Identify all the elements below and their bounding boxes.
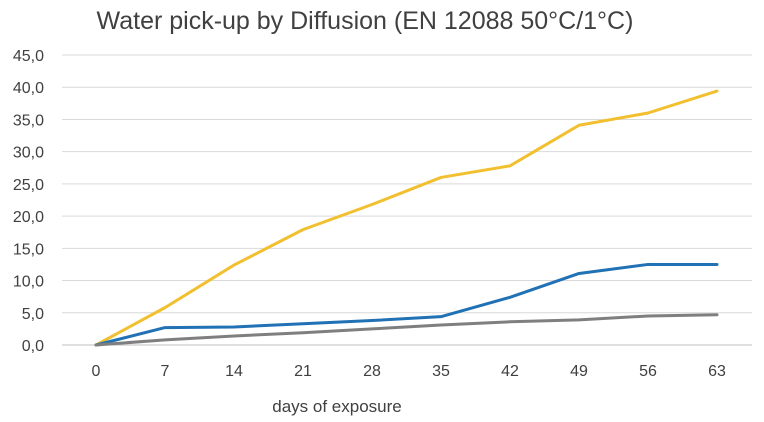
x-tick-label: 49 — [570, 363, 588, 380]
x-tick-label: 35 — [432, 363, 450, 380]
x-axis-title: days of exposure — [272, 397, 402, 416]
y-tick-label: 5,0 — [22, 306, 44, 323]
y-tick-label: 0,0 — [22, 338, 44, 355]
x-tick-label: 56 — [639, 363, 657, 380]
x-tick-label: 14 — [225, 363, 243, 380]
series-line-2 — [94, 262, 719, 347]
y-tick-label: 30,0 — [13, 145, 44, 162]
y-tick-label: 20,0 — [13, 209, 44, 226]
y-tick-label: 40,0 — [13, 80, 44, 97]
x-tick-label: 42 — [501, 363, 519, 380]
chart-title: Water pick-up by Diffusion (EN 12088 50°… — [96, 7, 634, 35]
series-line-3 — [94, 313, 719, 347]
x-tick-label: 21 — [294, 363, 312, 380]
y-tick-label: 35,0 — [13, 112, 44, 129]
x-tick-label: 28 — [363, 363, 381, 380]
y-tick-label: 25,0 — [13, 177, 44, 194]
y-tick-label: 45,0 — [13, 48, 44, 65]
y-tick-label: 10,0 — [13, 274, 44, 291]
series-line-1 — [94, 89, 719, 347]
y-tick-label: 15,0 — [13, 241, 44, 258]
x-tick-label: 0 — [92, 363, 101, 380]
x-tick-label: 63 — [708, 363, 726, 380]
x-tick-label: 7 — [161, 363, 170, 380]
